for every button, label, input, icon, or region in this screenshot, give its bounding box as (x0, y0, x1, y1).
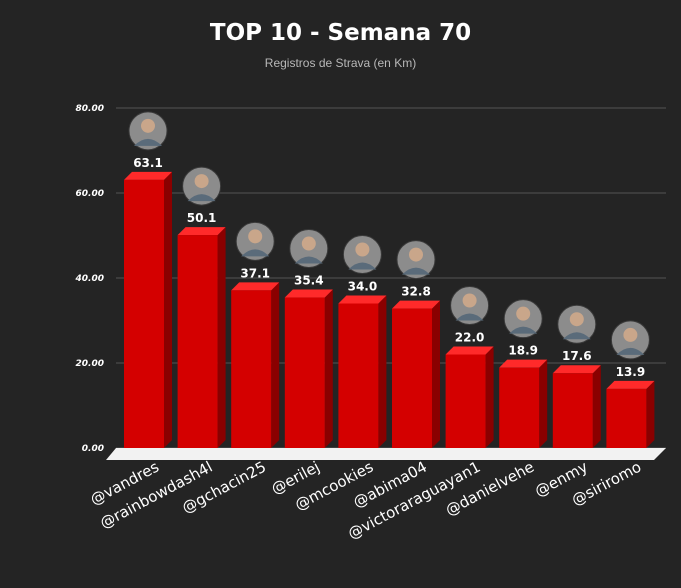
avatar-head (462, 293, 477, 308)
avatar-shoulders (616, 347, 645, 355)
value-label: 32.8 (401, 285, 431, 299)
bar-top (499, 359, 548, 368)
bar-side (324, 289, 333, 448)
bar (338, 303, 379, 448)
avatar-shoulders (134, 138, 162, 146)
bar-side (485, 346, 494, 448)
chart-subtitle: Registros de Strava (en Km) (264, 56, 417, 70)
bar-top (606, 380, 655, 389)
bar-side (378, 295, 387, 448)
bar-top (124, 171, 172, 180)
value-label: 34.0 (348, 280, 378, 294)
bar-top (177, 227, 226, 236)
avatar-shoulders (187, 194, 216, 202)
bar (392, 308, 432, 448)
bar-side (217, 227, 226, 448)
bar-top (392, 300, 440, 309)
avatar-head (248, 229, 263, 244)
avatar-shoulders (402, 267, 430, 275)
bar-top (552, 365, 601, 374)
avatar-shoulders (509, 326, 538, 334)
value-label: 50.1 (187, 211, 217, 225)
chart-title: TOP 10 - Semana 70 (209, 20, 472, 46)
bar (231, 290, 272, 448)
value-label: 22.0 (455, 331, 485, 345)
avatar-shoulders (562, 332, 591, 340)
bar (124, 179, 164, 448)
value-label: 18.9 (508, 344, 538, 358)
value-label: 37.1 (240, 266, 270, 280)
y-tick-label: 80.00 (76, 104, 104, 114)
y-tick-label: 0.00 (82, 444, 104, 454)
value-label: 17.6 (562, 349, 592, 363)
chart-floor (106, 448, 666, 460)
avatar-shoulders (241, 249, 270, 257)
avatar-head (409, 247, 423, 262)
avatar-shoulders (455, 313, 484, 321)
y-tick-label: 20.00 (76, 359, 104, 369)
bar (552, 373, 593, 448)
bar-top (284, 289, 333, 298)
bar-top (231, 282, 280, 291)
bar (606, 388, 647, 448)
avatar-head (516, 306, 531, 321)
value-label: 13.9 (616, 365, 646, 379)
bar-side (271, 282, 280, 448)
avatar-shoulders (348, 262, 377, 270)
bar-side (592, 365, 601, 448)
bar-top (338, 295, 387, 304)
avatar-head (623, 327, 638, 342)
avatar-head (141, 118, 155, 133)
avatar-shoulders (294, 256, 323, 264)
value-label: 63.1 (133, 156, 163, 170)
bar-side (646, 380, 655, 448)
bar (499, 367, 540, 448)
y-tick-label: 40.00 (75, 274, 104, 284)
value-label: 35.4 (294, 274, 324, 288)
bar-side (164, 171, 172, 448)
avatar-head (355, 242, 370, 257)
bar (445, 354, 486, 448)
bar-side (432, 300, 440, 448)
bar-top (445, 346, 494, 355)
avatar-head (194, 174, 209, 189)
bar (177, 235, 218, 448)
avatar-head (301, 236, 316, 251)
avatar-head (569, 312, 584, 327)
y-tick-label: 60.00 (76, 189, 104, 199)
bar (284, 297, 325, 448)
bar-side (539, 359, 548, 448)
